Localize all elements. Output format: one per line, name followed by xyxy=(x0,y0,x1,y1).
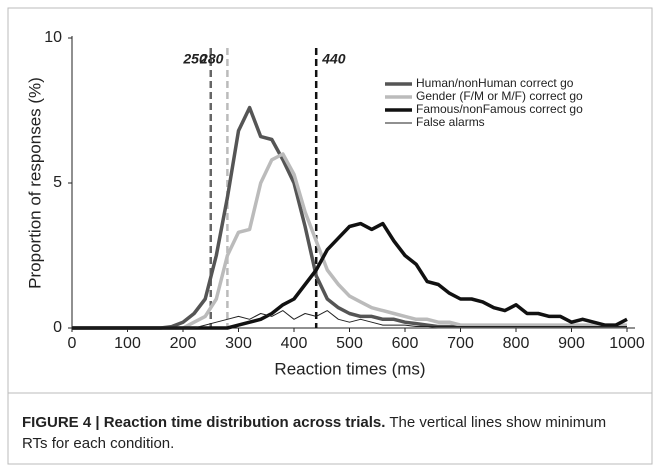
x-tick-label: 700 xyxy=(447,335,474,352)
x-axis-title: Reaction times (ms) xyxy=(274,359,425,378)
y-tick-label: 0 xyxy=(53,319,62,336)
legend-label: Gender (F/M or M/F) correct go xyxy=(416,89,583,103)
series-line xyxy=(72,152,627,330)
x-tick-label: 400 xyxy=(281,335,308,352)
x-tick-label: 1000 xyxy=(609,335,645,352)
caption-text: The vertical lines show minimum RTs for … xyxy=(22,414,607,452)
x-tick-label: 200 xyxy=(170,335,197,352)
x-tick-label: 900 xyxy=(558,335,585,352)
legend-label: Famous/nonFamous correct go xyxy=(416,102,583,116)
x-tick-label: 500 xyxy=(336,335,363,352)
x-tick-label: 100 xyxy=(114,335,141,352)
x-tick-label: 300 xyxy=(225,335,252,352)
y-tick-label: 5 xyxy=(53,174,62,191)
caption-label: FIGURE 4 | Reaction time distribution ac… xyxy=(22,414,386,431)
x-tick-label: 600 xyxy=(392,335,419,352)
min-rt-label: 440 xyxy=(321,51,346,67)
y-tick-label: 10 xyxy=(44,29,62,46)
frame xyxy=(7,7,653,465)
x-tick-label: 800 xyxy=(503,335,530,352)
y-axis-title: Proportion of responses (%) xyxy=(25,77,44,289)
legend-label: False alarms xyxy=(416,115,485,129)
legend-label: Human/nonHuman correct go xyxy=(416,76,574,90)
x-tick-label: 0 xyxy=(68,335,77,352)
min-rt-label: 280 xyxy=(199,51,224,67)
series-line xyxy=(72,310,627,329)
caption: FIGURE 4 | Reaction time distribution ac… xyxy=(22,412,632,454)
min-rt-label: 250 xyxy=(182,51,207,67)
